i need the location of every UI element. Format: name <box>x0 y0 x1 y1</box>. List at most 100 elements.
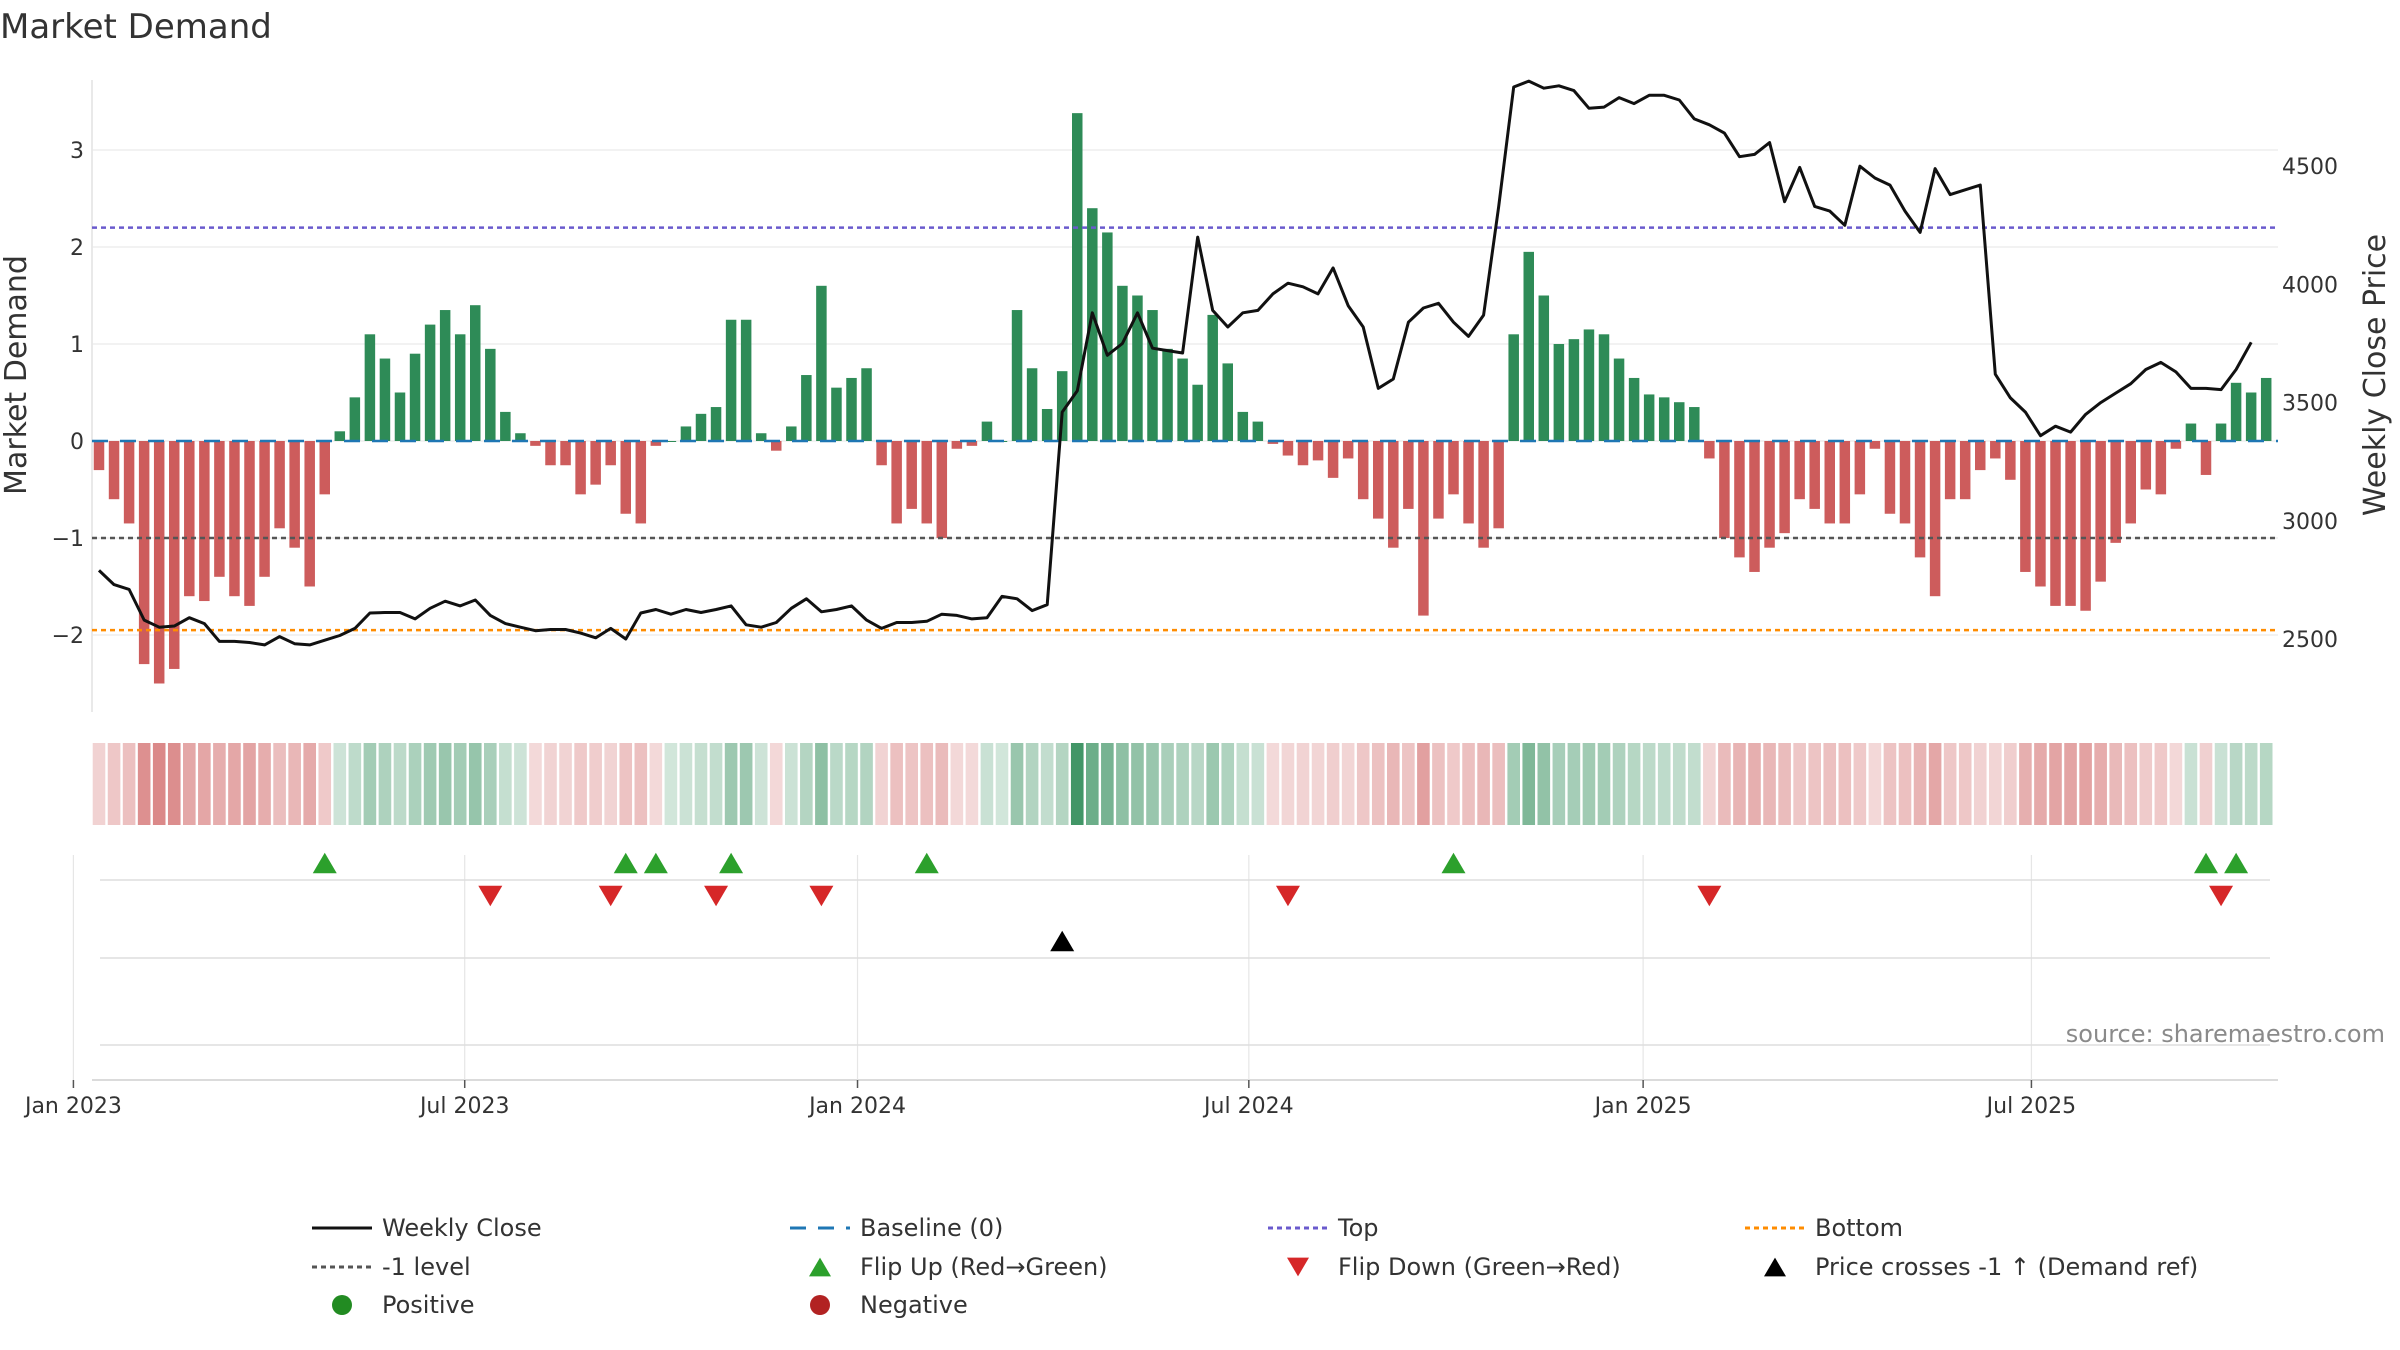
heat-cell <box>1868 743 1882 825</box>
legend-label: Weekly Close <box>382 1214 542 1242</box>
demand-bar <box>2245 392 2257 441</box>
price-cross-marker <box>1050 930 1075 952</box>
heat-cell <box>995 743 1009 825</box>
demand-bar <box>1207 314 1218 441</box>
demand-bar <box>1373 441 1384 519</box>
demand-bar <box>2140 441 2152 490</box>
heat-cell <box>1477 743 1490 825</box>
left-tick-label: 2 <box>70 236 84 261</box>
demand-bar <box>1613 358 1625 441</box>
heat-cell <box>1913 743 1927 825</box>
flip-down-marker <box>809 885 834 907</box>
demand-bar <box>364 334 376 441</box>
flip-up-marker <box>613 852 638 874</box>
demand-bar <box>650 441 662 446</box>
demand-heat-strip <box>92 743 2273 825</box>
demand-bar <box>846 377 857 441</box>
demand-bar <box>214 441 225 577</box>
demand-bar <box>439 310 451 441</box>
heat-cell <box>1146 743 1159 825</box>
heat-cell <box>333 743 347 825</box>
heat-cell <box>935 743 949 825</box>
heat-cell <box>890 743 903 825</box>
heat-cell <box>107 743 121 825</box>
flip-down-marker <box>1697 885 1722 907</box>
legend-item: Bottom <box>1745 1214 1903 1242</box>
demand-bars <box>93 113 2272 684</box>
demand-bar <box>740 319 752 441</box>
demand-bar <box>424 324 436 441</box>
heat-cell <box>318 743 332 825</box>
heat-cell <box>2094 743 2107 825</box>
demand-bar <box>680 426 692 441</box>
flip-up-marker <box>312 852 337 874</box>
legend-label: Price crosses -1 ↑ (Demand ref) <box>1815 1253 2198 1281</box>
heat-cell <box>167 743 181 825</box>
heat-cell <box>980 743 994 825</box>
heat-cell <box>514 743 527 825</box>
heat-cell <box>1086 743 1099 825</box>
demand-bar <box>1628 377 1640 441</box>
heat-cell <box>1025 743 1039 825</box>
demand-bar <box>1764 441 1775 548</box>
legend-label: Top <box>1337 1214 1379 1242</box>
legend-item: -1 level <box>312 1253 471 1281</box>
legend-item: Price crosses -1 ↑ (Demand ref) <box>1764 1253 2198 1281</box>
demand-bar <box>319 441 330 495</box>
demand-bar <box>981 421 993 441</box>
demand-bar <box>560 441 571 466</box>
heat-cell <box>92 743 106 825</box>
demand-bar <box>1403 441 1414 509</box>
demand-bar <box>334 431 346 441</box>
demand-bar <box>1734 441 1745 558</box>
heat-cell <box>1703 743 1716 825</box>
demand-bar <box>2125 441 2136 524</box>
heat-cell <box>2169 743 2183 825</box>
demand-bar <box>1448 441 1459 495</box>
heat-cell <box>1537 743 1551 825</box>
demand-bar <box>108 441 120 500</box>
heat-cell <box>1101 743 1114 825</box>
heat-cell <box>1070 743 1084 825</box>
heat-cell <box>2004 743 2017 825</box>
demand-bar <box>1975 441 1986 471</box>
demand-bar <box>695 413 707 441</box>
flip-down-marker <box>2209 885 2234 907</box>
demand-bar <box>1538 295 1550 441</box>
right-tick-label: 4500 <box>2282 155 2338 180</box>
demand-bar <box>184 441 195 597</box>
flip-up-marker <box>2194 852 2218 874</box>
heat-cell <box>2064 743 2077 825</box>
demand-bar <box>1041 408 1053 441</box>
demand-bar <box>1493 441 1504 529</box>
demand-bar <box>1598 334 1610 441</box>
heat-cell <box>1597 743 1611 825</box>
heat-cell <box>213 743 226 825</box>
demand-bar <box>2230 382 2242 441</box>
demand-bar <box>1674 402 1685 441</box>
demand-bar <box>349 397 361 441</box>
legend-item: Flip Up (Red→Green) <box>809 1253 1108 1281</box>
heat-cell <box>679 743 693 825</box>
heat-cell <box>1567 743 1581 825</box>
demand-bar <box>1704 441 1715 459</box>
demand-bar <box>876 441 887 466</box>
left-tick-label: 1 <box>70 333 84 358</box>
legend-label: -1 level <box>382 1253 471 1281</box>
heat-cell <box>1236 743 1250 825</box>
right-axis-label: Weekly Close Price <box>2358 234 2393 516</box>
right-tick-label: 3000 <box>2282 510 2338 535</box>
reference-lines <box>92 226 2278 632</box>
heat-cell <box>604 743 617 825</box>
demand-bar <box>861 368 872 441</box>
heat-cell <box>1612 743 1626 825</box>
heat-cell <box>303 743 316 825</box>
heat-cell <box>1838 743 1852 825</box>
heat-cell <box>453 743 467 825</box>
heat-cell <box>1176 743 1189 825</box>
left-tick-label: 0 <box>70 430 84 455</box>
heat-cell <box>1447 743 1460 825</box>
heat-cell <box>754 743 768 825</box>
demand-bar <box>1011 310 1023 441</box>
